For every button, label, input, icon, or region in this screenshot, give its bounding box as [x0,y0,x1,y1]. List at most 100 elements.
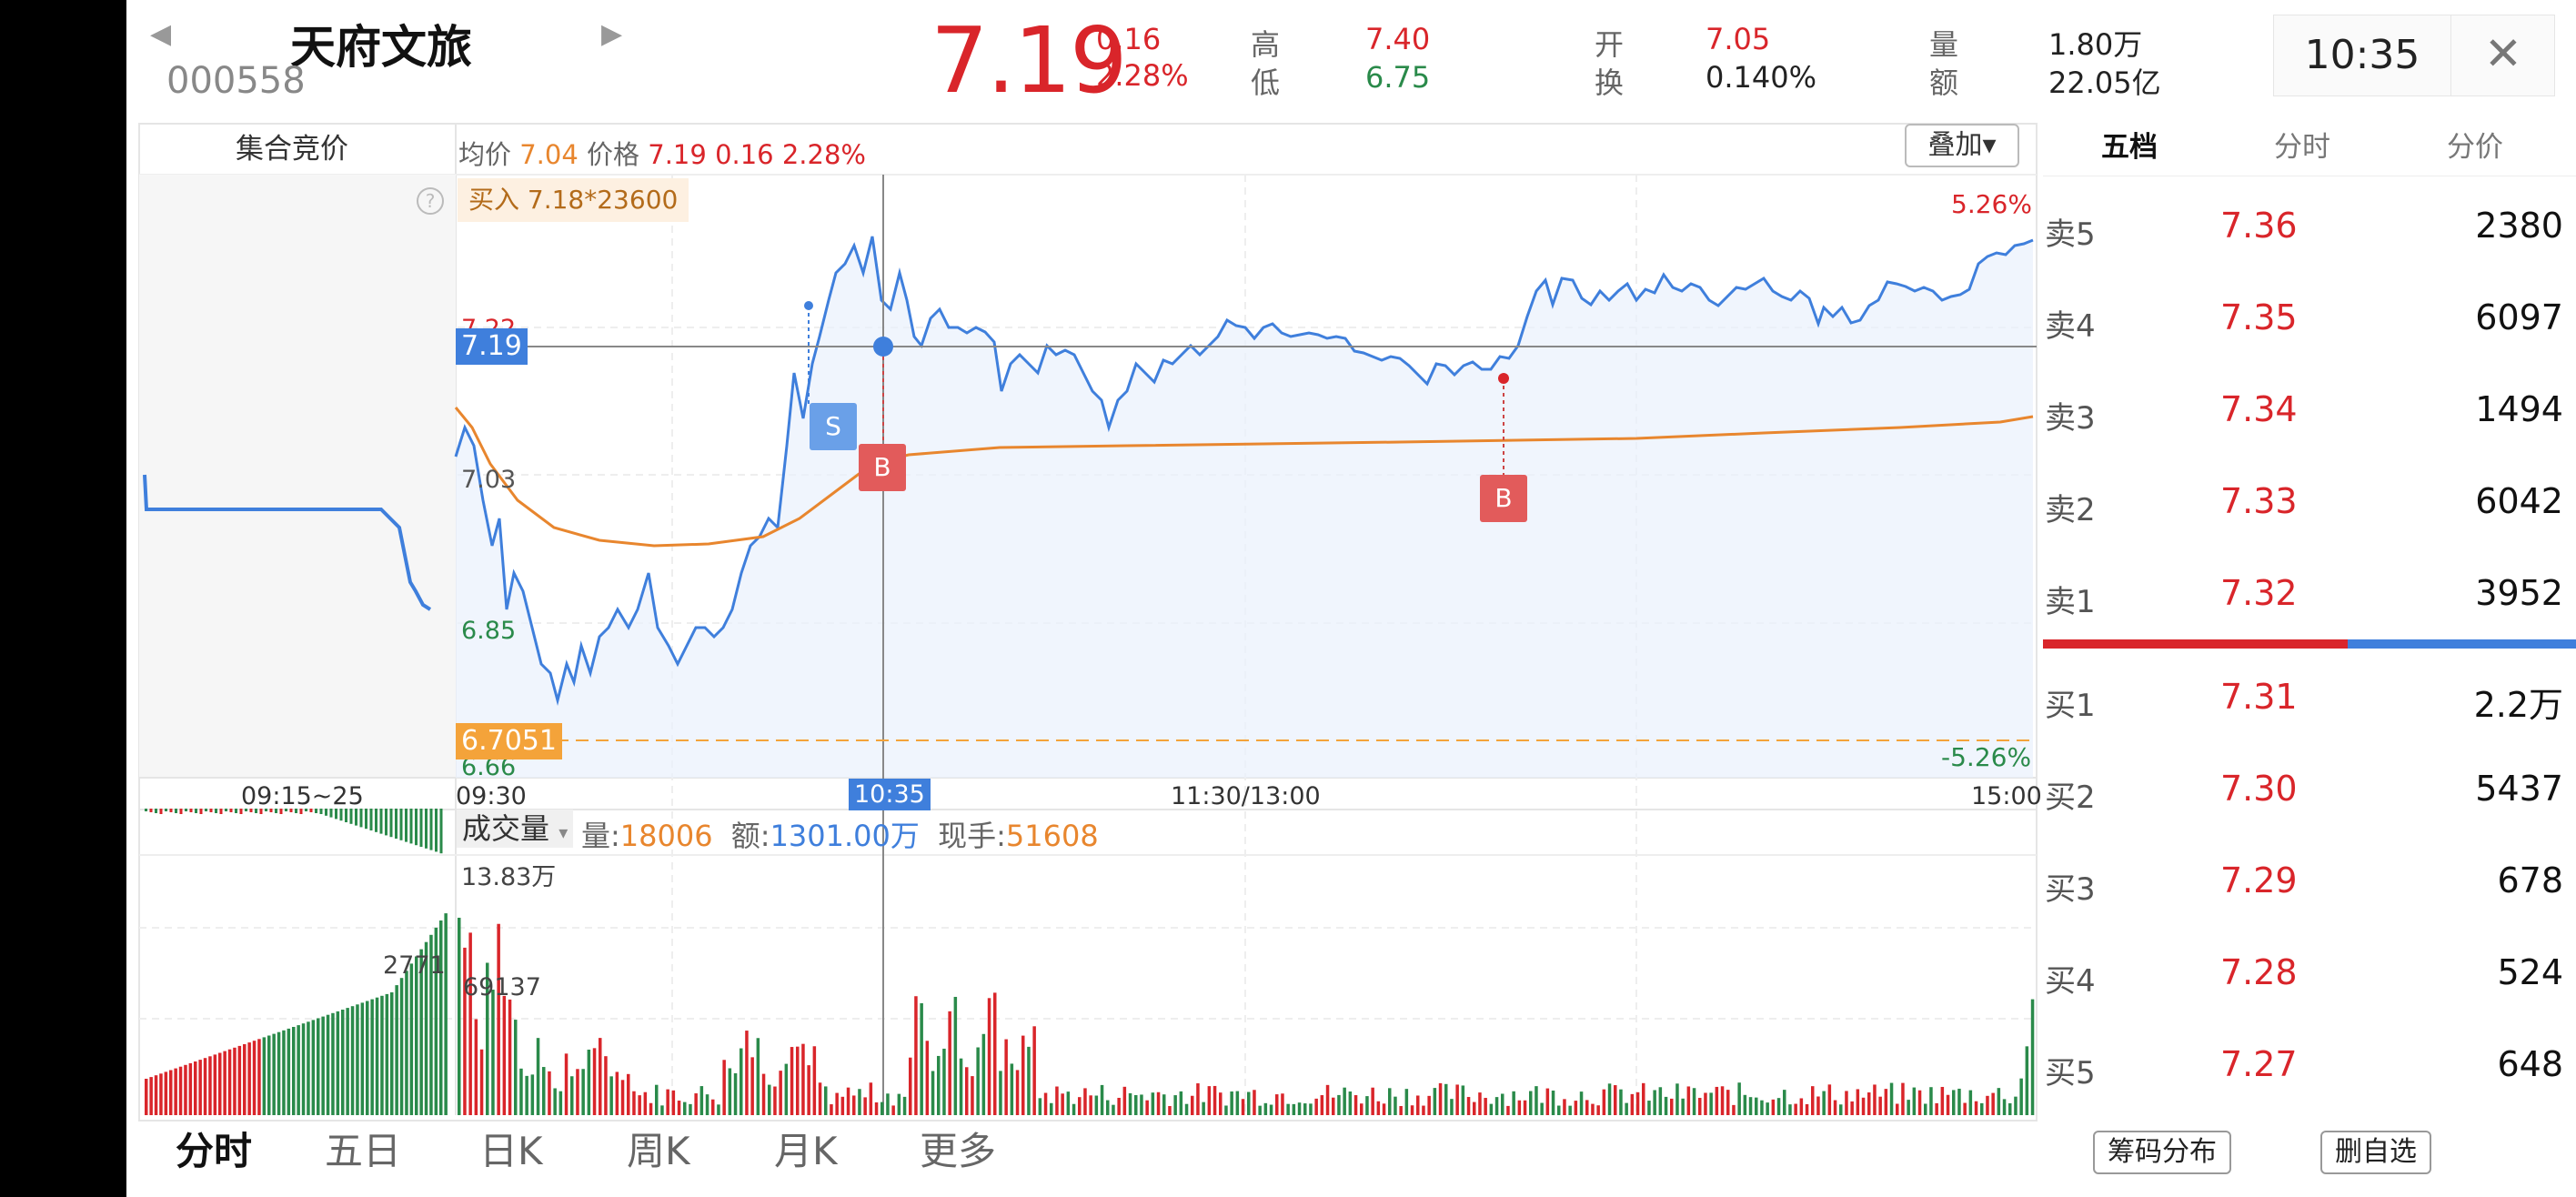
auction-volume-bar [317,1018,320,1115]
volume-bar [1501,1093,1504,1115]
volume-bar [1545,1088,1550,1115]
volume-bar [1968,1090,1973,1115]
auction-imbalance-bar [419,809,423,847]
volume-bar [993,992,997,1115]
volume-bar [542,1067,546,1115]
tab-time-sales[interactable]: 分时 [2274,131,2330,164]
volume-bar [1873,1084,1877,1115]
prev-stock-arrow-icon[interactable]: ◀ [150,18,172,50]
next-stock-arrow-icon[interactable]: ▶ [601,18,623,50]
vol-value: 18006 [619,819,713,853]
volume-bar [1585,1100,1589,1115]
bid-row[interactable]: 买4 7.28 524 [2043,929,2576,1021]
tab-daily-k[interactable]: 日K [479,1129,543,1173]
high-label: 高 [1251,27,1281,62]
volume-bar [931,1071,935,1115]
help-icon[interactable]: ? [417,187,444,215]
bid-row[interactable]: 买3 7.29 678 [2043,837,2576,929]
volume-label: 量 [1929,27,1959,62]
volume-bar [1207,1086,1212,1115]
chip-distribution-button[interactable]: 筹码分布 [2093,1131,2231,1174]
ask-row[interactable]: 卖2 7.33 6042 [2043,458,2576,549]
volume-bar [1269,1104,1273,1115]
close-icon[interactable]: ✕ [2484,27,2522,80]
auction-volume-bar [267,1035,271,1115]
volume-bar [1473,1101,1476,1115]
volume-bar [1061,1093,1064,1115]
stock-name: 天府文旅 [290,21,472,74]
tab-five-levels[interactable]: 五档 [2101,131,2158,164]
auction-imbalance-bar [299,809,303,814]
auction-volume-bar [356,1004,359,1115]
tab-five-day[interactable]: 五日 [325,1129,402,1173]
auction-volume-bar [336,1011,340,1115]
intraday-chart[interactable] [126,118,2041,1128]
overlay-button[interactable]: 叠加▾ [1905,124,2019,167]
volume-bar [1297,1102,1302,1115]
order-book-tabs: 五档 分时 分价 [2043,118,2576,176]
amount-value: 22.05亿 [2048,65,2161,100]
tab-price-volume[interactable]: 分价 [2447,131,2503,164]
intraday-chart-canvas[interactable] [126,118,2041,1128]
volume-bar [1540,1102,1544,1115]
pct-top-label: 5.26% [1951,189,2032,219]
ask-row[interactable]: 卖4 7.35 6097 [2043,274,2576,366]
volume-bar [1043,1092,1048,1115]
volume-bar [733,1072,738,1115]
auction-imbalance-bar [179,809,183,814]
volume-bar [1438,1082,1443,1115]
buy-marker-2[interactable]: B [1480,475,1527,522]
ask-row[interactable]: 卖1 7.32 3952 [2043,549,2576,641]
bid-row[interactable]: 买1 7.31 2.2万 [2043,653,2576,745]
auction-volume-bar [282,1030,286,1115]
volume-selector[interactable]: 成交量 ▾ [457,810,574,848]
volume-bar [745,1031,749,1115]
bid-row[interactable]: 买5 7.27 648 [2043,1021,2576,1112]
volume-bar [824,1086,828,1115]
auction-imbalance-bar [285,809,287,811]
volume-bar [1647,1101,1651,1115]
volume-bar [1038,1098,1042,1115]
buy-marker-2-dot [1498,373,1509,384]
volume-bar [1179,1091,1183,1115]
auction-imbalance-bar [425,809,428,849]
amt-label: 额: [730,819,770,853]
buy-order-tag: 买入 7.18*23600 [458,178,689,222]
bid-level-name: 买4 [2045,963,2096,1000]
ask-row[interactable]: 卖5 7.36 2380 [2043,182,2576,274]
buy-marker-1[interactable]: B [859,444,906,491]
volume-bar [1484,1098,1487,1115]
volume-bar [1512,1091,1515,1115]
volume-bar [2008,1102,2012,1115]
volume-bar [638,1095,641,1115]
volume-bar [1162,1094,1166,1115]
volume-bar [1726,1090,1730,1115]
volume-bar [1196,1083,1200,1115]
volume-bar [1732,1104,1736,1115]
volume-bar [1952,1090,1956,1115]
tab-monthly-k[interactable]: 月K [774,1129,838,1173]
volume-bar [761,1073,766,1115]
tab-more[interactable]: 更多 [920,1129,997,1173]
volume-bar [558,1091,563,1115]
volume-bar [756,1038,760,1115]
volume-bar [1140,1094,1143,1115]
ask-row[interactable]: 卖3 7.34 1494 [2043,366,2576,458]
remove-watchlist-button[interactable]: 删自选 [2320,1131,2431,1174]
tab-weekly-k[interactable]: 周K [627,1129,690,1173]
sell-marker[interactable]: S [810,403,857,450]
volume-bar [790,1047,794,1115]
volume-bar [1642,1082,1645,1115]
auction-imbalance-bar [305,809,307,811]
auction-volume-bar [292,1027,296,1115]
auction-imbalance-bar [189,809,193,812]
bid-row[interactable]: 买2 7.30 5437 [2043,745,2576,837]
bid-quantity: 678 [2497,860,2563,900]
tab-intraday[interactable]: 分时 [176,1129,253,1173]
volume-bar [1788,1104,1792,1115]
amount-label: 额 [1929,65,1959,100]
auction-volume-bar [366,1001,369,1115]
volume-bar [643,1091,648,1115]
volume-bar [536,1038,540,1115]
volume-bar [1253,1090,1256,1115]
